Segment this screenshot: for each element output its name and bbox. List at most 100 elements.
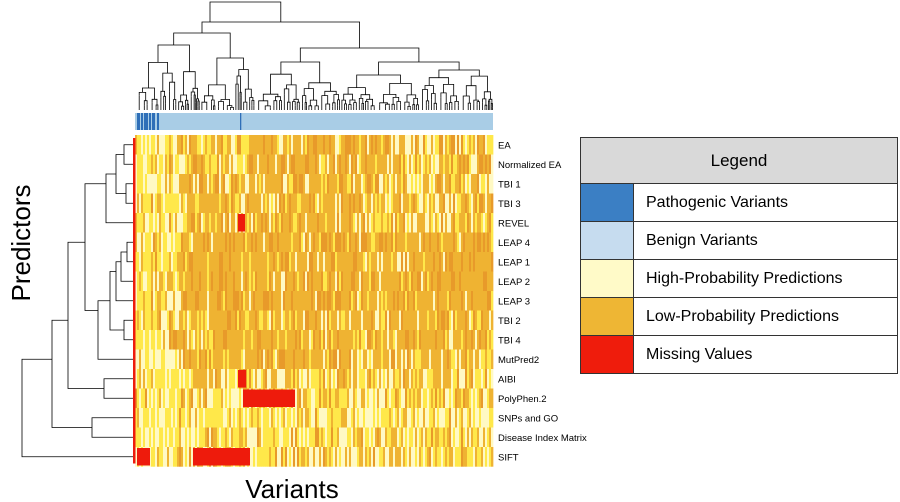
heatmap-cell — [143, 427, 146, 448]
heatmap-cell — [319, 135, 322, 155]
heatmap-cell — [225, 388, 228, 409]
heatmap-cell — [459, 330, 462, 350]
heatmap-cell — [289, 193, 292, 214]
heatmap-cell — [231, 369, 234, 389]
heatmap-cell — [345, 291, 348, 311]
heatmap-cell — [417, 154, 420, 175]
heatmap-cell — [417, 232, 420, 253]
heatmap-cell — [253, 349, 256, 370]
heatmap-cell — [195, 310, 198, 331]
heatmap-cell — [439, 252, 442, 272]
heatmap-cell — [189, 135, 192, 155]
heatmap-cell — [437, 154, 440, 175]
heatmap-cell — [315, 213, 318, 233]
heatmap-cell — [149, 427, 152, 448]
heatmap-cell — [345, 447, 348, 467]
heatmap-cell — [443, 330, 446, 350]
dendrogram-branch — [438, 69, 480, 78]
heatmap-cell — [239, 408, 242, 428]
heatmap-cell — [371, 174, 374, 194]
heatmap-cell — [211, 408, 214, 428]
heatmap-cell — [435, 447, 438, 467]
heatmap-cell — [217, 349, 220, 370]
dendrogram-branch — [249, 97, 254, 102]
dendrogram-branch — [197, 100, 200, 107]
heatmap-cell — [329, 213, 332, 233]
heatmap-cell — [491, 291, 494, 311]
heatmap-cell — [379, 447, 382, 467]
heatmap-cell — [253, 310, 256, 331]
heatmap-cell — [229, 388, 232, 409]
dendrogram-branch — [208, 84, 226, 100]
heatmap-cell — [265, 408, 268, 428]
heatmap-cell — [161, 408, 164, 428]
heatmap-cell — [385, 135, 388, 155]
heatmap-cell — [489, 271, 492, 292]
heatmap-cell — [351, 271, 354, 292]
heatmap-cell — [261, 349, 264, 370]
heatmap-cell — [321, 291, 324, 311]
heatmap-cell — [183, 213, 186, 233]
heatmap-cell — [409, 291, 412, 311]
heatmap-cell — [265, 349, 268, 370]
heatmap-cell — [179, 193, 182, 214]
heatmap-cell — [157, 135, 160, 155]
heatmap-cell — [211, 388, 214, 409]
heatmap-cell — [173, 271, 176, 292]
heatmap-cell — [449, 135, 452, 155]
heatmap-cell — [371, 252, 374, 272]
heatmap-cell — [281, 213, 284, 233]
heatmap-cell — [177, 154, 180, 175]
heatmap-cell — [369, 330, 372, 350]
heatmap-cell — [255, 271, 258, 292]
heatmap-cell — [219, 369, 222, 389]
dendrogram-branch — [142, 87, 155, 100]
heatmap-cell — [193, 193, 196, 214]
heatmap-cell — [311, 135, 314, 155]
legend-label: Missing Values — [633, 335, 898, 374]
heatmap-cell — [361, 447, 364, 467]
heatmap-cell — [271, 252, 274, 272]
heatmap-cell — [139, 232, 142, 253]
heatmap-cell — [245, 154, 248, 175]
heatmap-cell — [439, 427, 442, 448]
heatmap-cell — [335, 271, 338, 292]
heatmap-cell — [339, 174, 342, 194]
heatmap-cell — [417, 291, 420, 311]
heatmap-cell — [393, 232, 396, 253]
heatmap-cell — [345, 369, 348, 389]
heatmap-cell — [165, 408, 168, 428]
heatmap-cell — [347, 310, 350, 331]
heatmap-cell — [393, 291, 396, 311]
dendrogram-branch — [484, 104, 488, 108]
heatmap-cell — [221, 427, 224, 448]
heatmap-cell — [421, 271, 424, 292]
heatmap-cell — [475, 174, 478, 194]
heatmap-cell — [343, 388, 346, 409]
heatmap-cell — [257, 447, 260, 467]
heatmap-cell — [467, 193, 470, 214]
heatmap-cell — [483, 388, 486, 409]
heatmap-cell — [471, 369, 474, 389]
heatmap-cell — [141, 427, 144, 448]
heatmap-cell — [177, 193, 180, 214]
heatmap-cell — [417, 135, 420, 155]
heatmap-cell — [255, 408, 258, 428]
heatmap-cell — [209, 408, 212, 428]
heatmap-cell — [263, 369, 266, 389]
heatmap-cell — [279, 447, 282, 467]
heatmap-cell — [345, 310, 348, 331]
heatmap-cell — [427, 252, 430, 272]
heatmap-cell — [325, 427, 328, 448]
heatmap-cell — [407, 291, 410, 311]
heatmap-cell — [471, 349, 474, 370]
heatmap-cell — [139, 154, 142, 175]
heatmap-cell — [329, 135, 332, 155]
dendrogram-branch — [347, 87, 366, 95]
heatmap-cell — [343, 193, 346, 214]
heatmap-cell — [243, 310, 246, 331]
heatmap-cell — [301, 174, 304, 194]
heatmap-cell — [369, 154, 372, 175]
heatmap-cell — [233, 330, 236, 350]
